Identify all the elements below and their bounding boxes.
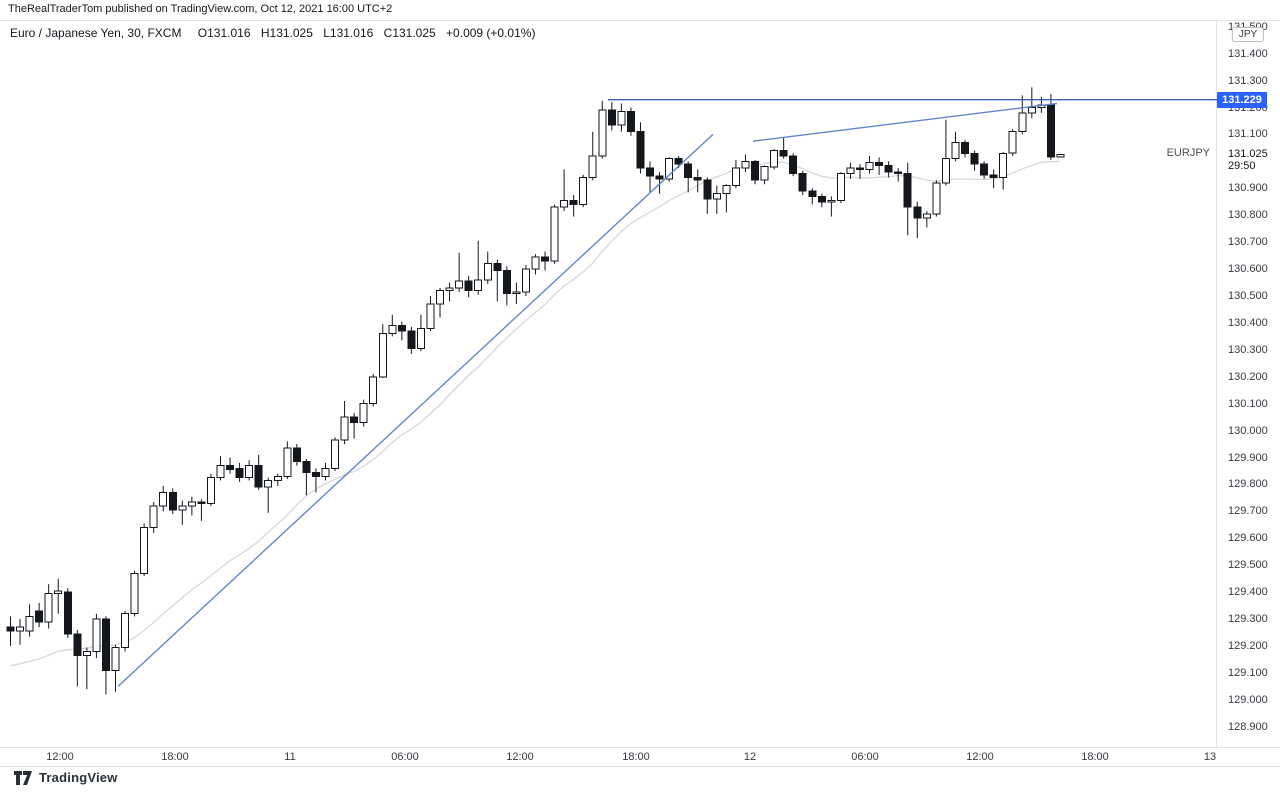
symbol-price-tag: EURJPY — [1166, 146, 1210, 159]
legend-symbol-title[interactable]: Euro / Japanese Yen, 30, FXCM — [10, 26, 182, 40]
legend-low-value: L131.016 — [323, 26, 374, 40]
header-divider — [0, 20, 1280, 21]
price-axis-label: 128.900 — [1228, 720, 1268, 733]
time-axis-label: 06:00 — [851, 751, 879, 763]
price-axis-label: 129.200 — [1228, 640, 1268, 653]
price-axis-label: 130.400 — [1228, 316, 1268, 329]
price-axis-label: 131.300 — [1228, 74, 1268, 87]
price-axis-label: 130.800 — [1228, 209, 1268, 222]
legend-open-value: O131.016 — [197, 26, 251, 40]
bar-countdown: 29:50 — [1228, 159, 1256, 172]
price-axis[interactable]: JPY 131.229 131.025 29:50 131.500131.400… — [1216, 20, 1280, 747]
tradingview-footer-link[interactable]: TradingView — [14, 770, 118, 785]
tradingview-logo-icon — [14, 770, 32, 785]
price-axis-label: 129.800 — [1228, 478, 1268, 491]
time-axis[interactable]: 12:00 18:00 11 06:00 12:00 18:00 12 06:00 12:00 1… — [0, 748, 1280, 766]
time-axis-label: 18:00 — [622, 751, 650, 763]
price-axis-label: 130.500 — [1228, 289, 1268, 302]
price-axis-label: 131.100 — [1228, 128, 1268, 141]
price-axis-label: 130.900 — [1228, 182, 1268, 195]
time-axis-label: 11 — [284, 751, 296, 763]
tradingview-brand-text: TradingView — [39, 770, 118, 785]
price-axis-label: 130.600 — [1228, 263, 1268, 276]
attribution-text: TheRealTraderTom published on TradingVie… — [8, 3, 393, 15]
price-axis-label: 130.700 — [1228, 236, 1268, 249]
currency-unit-button[interactable]: JPY — [1231, 27, 1265, 42]
legend-change-value: +0.009 (+0.01%) — [446, 26, 536, 40]
price-axis-label: 130.200 — [1228, 370, 1268, 383]
time-axis-label: 18:00 — [161, 751, 189, 763]
time-axis-label: 12 — [743, 751, 757, 763]
price-axis-label: 130.100 — [1228, 397, 1268, 410]
price-axis-label: 130.000 — [1228, 424, 1268, 437]
widget-bottom-border — [0, 766, 1280, 767]
last-price-value: 131.025 — [1228, 147, 1268, 160]
time-axis-label: 12:00 — [506, 751, 534, 763]
price-axis-label: 129.100 — [1228, 666, 1268, 679]
legend-high-value: H131.025 — [260, 26, 313, 40]
time-axis-label: 13 — [1203, 751, 1217, 763]
ray-price-badge: 131.229 — [1217, 91, 1267, 108]
price-axis-divider — [1216, 20, 1217, 747]
price-axis-label: 129.500 — [1228, 559, 1268, 572]
price-axis-label: 129.000 — [1228, 693, 1268, 706]
price-axis-label: 129.700 — [1228, 505, 1268, 518]
time-axis-label: 12:00 — [966, 751, 994, 763]
price-axis-label: 129.900 — [1228, 451, 1268, 464]
price-axis-label: 131.400 — [1228, 47, 1268, 60]
time-axis-label: 06:00 — [391, 751, 419, 763]
last-price-label: 131.025 29:50 — [1226, 147, 1270, 172]
chart-legend: Euro / Japanese Yen, 30, FXCM O131.016 H… — [10, 26, 535, 40]
price-axis-label: 129.300 — [1228, 613, 1268, 626]
legend-close-value: C131.025 — [383, 26, 436, 40]
price-axis-label: 129.600 — [1228, 532, 1268, 545]
time-axis-divider — [0, 747, 1280, 748]
time-axis-label: 12:00 — [46, 751, 74, 763]
time-axis-label: 18:00 — [1081, 751, 1109, 763]
price-axis-label: 130.300 — [1228, 343, 1268, 356]
price-axis-label: 129.400 — [1228, 586, 1268, 599]
